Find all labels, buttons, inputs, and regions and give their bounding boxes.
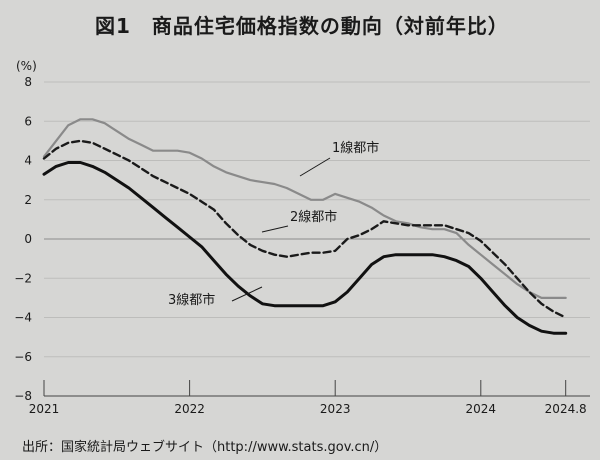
source-note: 出所：国家統計局ウェブサイト（http://www.stats.gov.cn/）: [22, 440, 388, 455]
axes: 8 6 4 2 0 −2 −4 −6 −8 (%) 2021 2022 2023 2024 2024.8: [14, 59, 590, 416]
series-label: 1線都市: [332, 140, 379, 156]
y-tick-label: 8: [24, 75, 32, 89]
y-tick-label: −2: [14, 271, 32, 285]
series-label: 3線都市: [168, 292, 215, 308]
y-tick-label: 2: [24, 193, 32, 207]
callout-line: [299, 157, 331, 177]
x-tick-label: 2024: [466, 402, 497, 416]
x-tick-label: 2024.8: [545, 402, 587, 416]
series-lines: [42, 118, 568, 335]
x-tick-label: 2023: [320, 402, 351, 416]
callout-line: [261, 225, 289, 233]
series-line: [42, 161, 568, 335]
chart-title: 図1 商品住宅価格指数の動向（対前年比）: [95, 14, 509, 38]
y-tick-label: −6: [14, 350, 32, 364]
y-axis-unit: (%): [16, 59, 37, 73]
y-tick-label: 4: [24, 154, 32, 168]
series-label: 2線都市: [290, 209, 337, 225]
y-tick-label: −4: [14, 311, 32, 325]
x-tick-label: 2021: [29, 402, 60, 416]
series-line: [42, 139, 567, 319]
series-line: [42, 118, 567, 299]
callout-line: [231, 286, 263, 302]
grid-lines: [44, 81, 590, 397]
x-tick-label: 2022: [174, 402, 205, 416]
y-tick-label: 6: [24, 114, 32, 128]
y-tick-label: 0: [24, 232, 32, 246]
series-labels: 1線都市 2線都市 3線都市: [168, 140, 379, 308]
y-tick-label: −8: [14, 389, 32, 403]
